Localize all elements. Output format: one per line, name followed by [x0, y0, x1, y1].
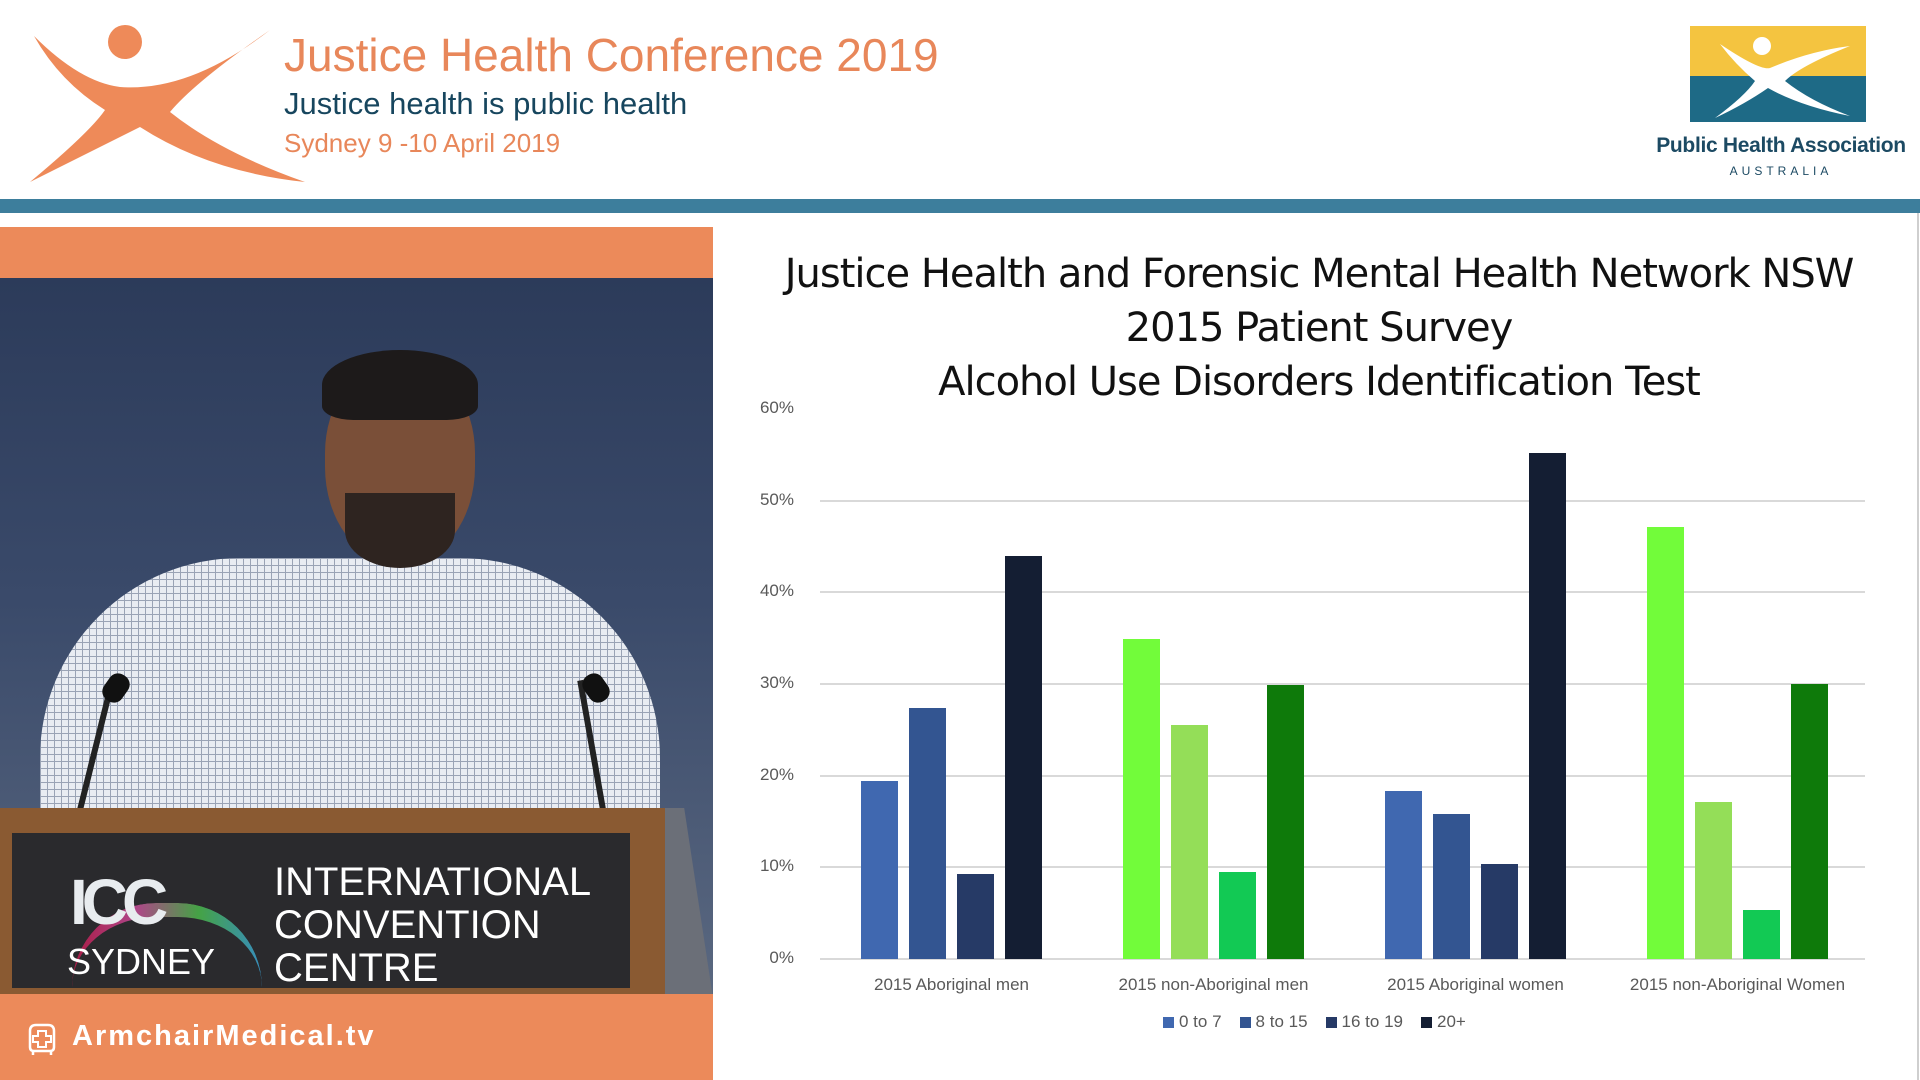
y-tick-label: 0%	[769, 948, 794, 967]
pha-logo: Public Health Association AUSTRALIA	[1650, 22, 1912, 182]
bar	[1267, 684, 1304, 959]
x-axis-category-label: 2015 non-Aboriginal men	[1118, 975, 1309, 994]
pha-name: Public Health Association	[1656, 134, 1906, 157]
slide-title-line-3: Alcohol Use Disorders Identification Tes…	[938, 359, 1701, 405]
x-axis-category-label: 2015 Aboriginal women	[1387, 975, 1564, 994]
bar	[1647, 527, 1684, 959]
y-tick-label: 30%	[759, 672, 794, 692]
legend-item: 20+	[1421, 1012, 1466, 1032]
slide-title: Justice Health and Forensic Mental Healt…	[714, 247, 1920, 409]
legend-label: 20+	[1437, 1012, 1466, 1031]
icc-line-1: INTERNATIONAL	[274, 860, 592, 904]
legend-label: 0 to 7	[1179, 1012, 1222, 1031]
legend-swatch-icon	[1325, 1016, 1337, 1028]
speaker-beard	[345, 493, 455, 568]
legend-item: 16 to 19	[1325, 1012, 1403, 1032]
y-tick-label: 20%	[759, 764, 794, 784]
bar	[1695, 802, 1732, 959]
bar-chart: 0% 10% 20% 30% 40% 50% 60% 2015 Aboriginal men…	[714, 213, 1917, 1080]
watermark-text: ArmchairMedical.tv	[72, 1020, 376, 1052]
gridline	[820, 774, 1865, 777]
gridline	[820, 682, 1865, 685]
conference-tagline: Justice health is public health	[284, 86, 688, 121]
podium-side	[665, 808, 713, 994]
speaker-hair	[322, 350, 478, 420]
bar	[1005, 555, 1042, 959]
y-tick-label: 60%	[759, 397, 794, 417]
bar	[1743, 910, 1780, 959]
bar	[1171, 725, 1208, 959]
chart-legend: 0 to 7 8 to 15 16 to 19 20+	[1163, 1010, 1466, 1034]
icc-logo-mark: ICC	[70, 866, 168, 938]
legend-label: 16 to 19	[1341, 1012, 1403, 1031]
armchair-cross-icon	[28, 1023, 56, 1055]
bar	[1529, 452, 1566, 959]
bar	[1481, 863, 1518, 959]
gridline	[820, 591, 1865, 594]
icc-line-2: CONVENTION	[274, 903, 541, 947]
conference-dates: Sydney 9 -10 April 2019	[284, 128, 561, 158]
legend-swatch-icon	[1239, 1016, 1251, 1028]
x-axis-category-label: 2015 Aboriginal men	[873, 975, 1029, 994]
watermark-bar: ArmchairMedical.tv	[0, 994, 713, 1080]
bar	[1123, 638, 1160, 959]
legend-label: 8 to 15	[1255, 1012, 1308, 1031]
icc-venue-name: INTERNATIONAL CONVENTION CENTRE	[274, 861, 591, 990]
bar	[909, 707, 946, 959]
gridline	[820, 499, 1865, 502]
slide-title-line-2: 2015 Patient Survey	[1125, 305, 1514, 351]
slide-title-line-1: Justice Health and Forensic Mental Healt…	[784, 251, 1855, 297]
conference-header: Justice Health Conference 2019 Justice h…	[0, 0, 1920, 199]
bar	[861, 781, 898, 959]
gridline	[820, 958, 1865, 960]
icc-city: SYDNEY	[67, 941, 216, 982]
legend-swatch-icon	[1421, 1016, 1432, 1028]
bar	[1219, 871, 1256, 959]
bar	[1433, 814, 1470, 959]
speaker-video-panel: ICC SYDNEY INTERNATIONAL CONVENTION CENT…	[0, 227, 713, 1080]
gridline	[820, 866, 1865, 869]
pha-country: AUSTRALIA	[1729, 164, 1833, 178]
x-axis-category-label: 2015 non-Aboriginal Women	[1629, 975, 1846, 994]
presentation-slide: Justice Health and Forensic Mental Healt…	[714, 213, 1919, 1080]
video-top-bar	[0, 227, 713, 278]
legend-item: 0 to 7	[1163, 1012, 1222, 1032]
y-tick-label: 40%	[759, 581, 794, 601]
bar	[957, 873, 994, 959]
bar	[1791, 683, 1828, 959]
speaker-video[interactable]: ICC SYDNEY INTERNATIONAL CONVENTION CENT…	[0, 278, 713, 994]
bar	[1385, 791, 1422, 959]
y-tick-label: 10%	[759, 856, 794, 876]
legend-item: 8 to 15	[1239, 1012, 1308, 1032]
icc-line-3: CENTRE	[274, 946, 439, 990]
pha-flag-icon	[1690, 26, 1866, 122]
podium-sign: ICC SYDNEY INTERNATIONAL CONVENTION CENT…	[12, 833, 630, 990]
conference-title: Justice Health Conference 2019	[284, 29, 939, 81]
y-tick-label: 50%	[759, 489, 794, 509]
legend-swatch-icon	[1163, 1016, 1174, 1028]
conference-figure-logo-icon	[30, 25, 305, 182]
header-divider-band	[0, 199, 1920, 213]
